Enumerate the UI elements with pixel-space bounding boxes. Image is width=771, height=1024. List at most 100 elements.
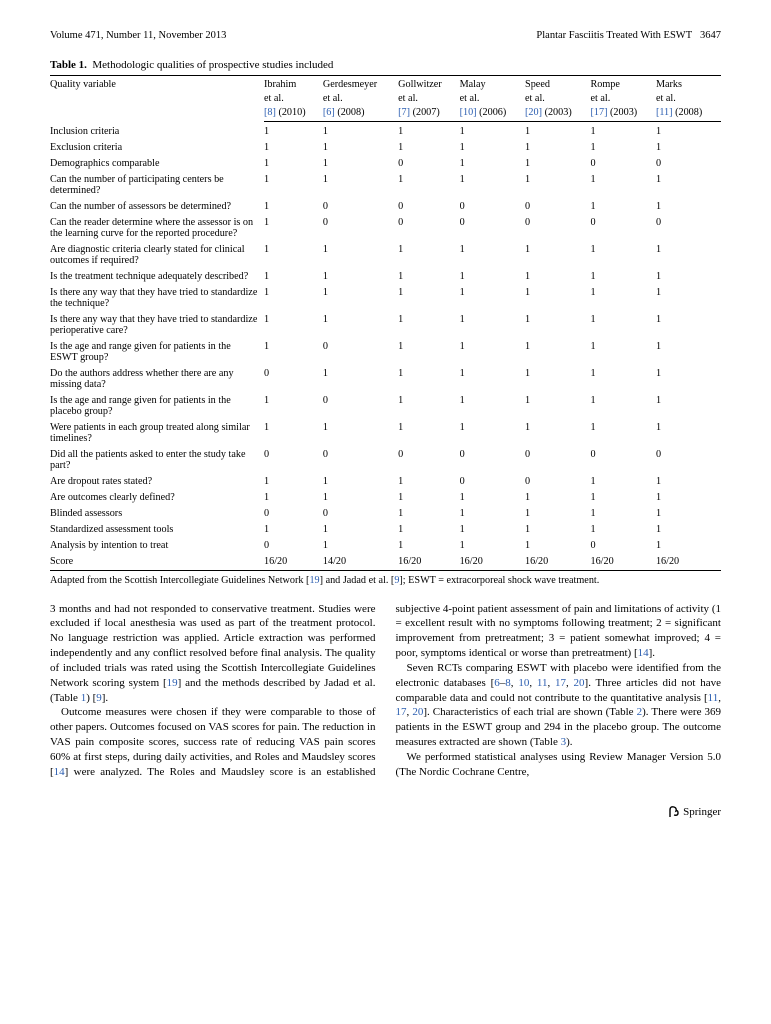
ref-link[interactable]: [8]: [264, 107, 276, 118]
value-cell: 1: [590, 506, 655, 522]
value-cell: 0: [323, 339, 398, 366]
quality-cell: Are diagnostic criteria clearly stated f…: [50, 242, 264, 269]
table-row: Do the authors address whether there are…: [50, 366, 721, 393]
ref-link[interactable]: [10]: [460, 107, 477, 118]
value-cell: 1: [656, 339, 721, 366]
quality-cell: Blinded assessors: [50, 506, 264, 522]
table-row: Demographics comparable1101100: [50, 156, 721, 172]
value-cell: 0: [460, 447, 525, 474]
paragraph: 3 months and had not responded to conser…: [50, 602, 376, 706]
value-cell: 1: [323, 242, 398, 269]
value-cell: 0: [323, 199, 398, 215]
value-cell: 0: [398, 199, 459, 215]
value-cell: 1: [525, 538, 590, 554]
ref-link[interactable]: 17: [396, 706, 407, 718]
col-author-3: Malay: [460, 76, 525, 91]
running-title: Plantar Fasciitis Treated With ESWT 3647: [536, 30, 721, 41]
value-cell: 1: [656, 269, 721, 285]
ref-link[interactable]: 19: [309, 575, 319, 586]
value-cell: 1: [460, 285, 525, 312]
ref-link[interactable]: 14: [638, 647, 649, 659]
col-etal-3: et al.: [460, 90, 525, 104]
table-row: Can the number of participating centers …: [50, 172, 721, 199]
value-cell: 1: [656, 122, 721, 140]
value-cell: 1: [525, 172, 590, 199]
value-cell: 1: [460, 140, 525, 156]
ref-link[interactable]: [11]: [656, 107, 673, 118]
value-cell: 1: [525, 420, 590, 447]
table-row: Inclusion criteria1111111: [50, 122, 721, 140]
quality-cell: Can the reader determine where the asses…: [50, 215, 264, 242]
value-cell: 0: [590, 215, 655, 242]
value-cell: 1: [460, 156, 525, 172]
value-cell: 1: [460, 420, 525, 447]
col-etal-1: et al.: [323, 90, 398, 104]
value-cell: 1: [590, 490, 655, 506]
value-cell: 1: [264, 269, 323, 285]
col-author-1: Gerdesmeyer: [323, 76, 398, 91]
table-row: Is the age and range given for patients …: [50, 339, 721, 366]
value-cell: 1: [398, 140, 459, 156]
value-cell: 1: [460, 339, 525, 366]
value-cell: 0: [264, 538, 323, 554]
value-cell: 1: [323, 269, 398, 285]
quality-cell: Were patients in each group treated alon…: [50, 420, 264, 447]
value-cell: 1: [398, 506, 459, 522]
ref-link[interactable]: 10: [518, 677, 529, 689]
value-cell: 14/20: [323, 554, 398, 571]
ref-link[interactable]: 11: [708, 692, 719, 704]
value-cell: 1: [656, 506, 721, 522]
value-cell: 1: [323, 474, 398, 490]
col-ref-0: [8] (2010): [264, 104, 323, 122]
value-cell: 1: [590, 269, 655, 285]
value-cell: 1: [590, 393, 655, 420]
value-cell: 1: [656, 312, 721, 339]
value-cell: 1: [398, 538, 459, 554]
quality-cell: Can the number of participating centers …: [50, 172, 264, 199]
col-ref-4: [20] (2003): [525, 104, 590, 122]
ref-link[interactable]: 20: [574, 677, 585, 689]
value-cell: 1: [656, 242, 721, 269]
ref-link[interactable]: [6]: [323, 107, 335, 118]
value-cell: 0: [656, 156, 721, 172]
value-cell: 0: [656, 447, 721, 474]
footnote-text: ]; ESWT = extracorporeal shock wave trea…: [399, 575, 599, 586]
ref-link[interactable]: 14: [54, 766, 65, 778]
ref-link[interactable]: [17]: [590, 107, 607, 118]
ref-link[interactable]: [7]: [398, 107, 410, 118]
quality-cell: Is the age and range given for patients …: [50, 339, 264, 366]
table-row: Is there any way that they have tried to…: [50, 312, 721, 339]
ref-link[interactable]: 20: [412, 706, 423, 718]
ref-link[interactable]: 19: [167, 677, 178, 689]
ref-link[interactable]: [20]: [525, 107, 542, 118]
value-cell: 1: [264, 474, 323, 490]
value-cell: 1: [460, 312, 525, 339]
value-cell: 0: [460, 199, 525, 215]
value-cell: 1: [656, 538, 721, 554]
value-cell: 1: [590, 339, 655, 366]
value-cell: 1: [656, 285, 721, 312]
value-cell: 1: [264, 339, 323, 366]
value-cell: 1: [525, 285, 590, 312]
value-cell: 0: [323, 393, 398, 420]
table-row: Can the reader determine where the asses…: [50, 215, 721, 242]
ref-link[interactable]: 11: [537, 677, 548, 689]
paragraph: We performed statistical analyses using …: [396, 750, 722, 780]
value-cell: 1: [264, 522, 323, 538]
value-cell: 1: [460, 538, 525, 554]
ref-link[interactable]: 17: [555, 677, 566, 689]
col-header-quality: Quality variable: [50, 76, 264, 122]
value-cell: 0: [590, 447, 655, 474]
volume-info: Volume 471, Number 11, November 2013: [50, 30, 226, 41]
value-cell: 1: [525, 156, 590, 172]
value-cell: 1: [323, 285, 398, 312]
table-body: Inclusion criteria1111111Exclusion crite…: [50, 122, 721, 571]
value-cell: 1: [398, 242, 459, 269]
value-cell: 16/20: [525, 554, 590, 571]
springer-icon: [666, 804, 680, 821]
value-cell: 1: [264, 215, 323, 242]
value-cell: 1: [656, 474, 721, 490]
value-cell: 1: [590, 172, 655, 199]
value-cell: 0: [264, 506, 323, 522]
value-cell: 1: [460, 490, 525, 506]
